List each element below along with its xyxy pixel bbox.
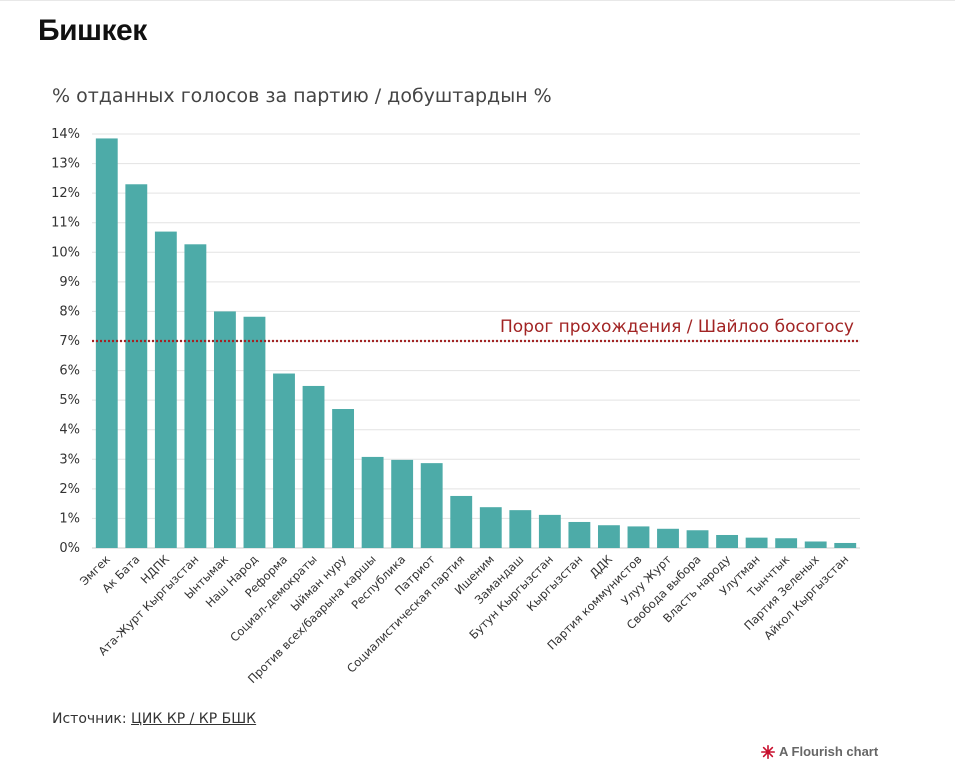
credit-text: A Flourish chart xyxy=(779,744,879,759)
bar[interactable] xyxy=(775,538,798,548)
source-link[interactable]: ЦИК КР / КР БШК xyxy=(131,711,257,727)
top-divider xyxy=(0,0,955,1)
bar[interactable] xyxy=(391,459,414,548)
bar[interactable] xyxy=(657,528,679,548)
bars xyxy=(95,138,857,549)
y-tick-label: 12% xyxy=(51,186,80,201)
y-tick-label: 13% xyxy=(51,157,80,172)
y-tick-label: 5% xyxy=(59,393,80,408)
y-tick-label: 7% xyxy=(59,334,80,349)
flourish-logo-icon xyxy=(761,744,775,759)
bar-chart: 0% 1% 2% 3% 4% 5% 6% 7% 8% 9% 10% 11% 12% 13% 14% Эмге… xyxy=(51,127,860,686)
bar[interactable] xyxy=(627,526,650,548)
y-tick-label: 9% xyxy=(59,275,80,290)
y-tick-label: 1% xyxy=(59,511,80,526)
y-tick-label: 4% xyxy=(59,423,80,438)
bar[interactable] xyxy=(716,534,739,548)
y-tick-label: 10% xyxy=(51,245,80,260)
bar[interactable] xyxy=(509,510,532,548)
bar[interactable] xyxy=(420,463,443,548)
bar[interactable] xyxy=(834,542,857,548)
bar[interactable] xyxy=(568,521,591,548)
y-tick-label: 11% xyxy=(51,216,80,231)
threshold-label: Порог прохождения / Шайлоо босогосу xyxy=(500,317,854,337)
source-note: Источник: ЦИК КР / КР БШК xyxy=(52,711,256,727)
flourish-credit[interactable]: A Flourish chart xyxy=(761,744,878,759)
bar[interactable] xyxy=(479,507,502,548)
bar[interactable] xyxy=(450,495,473,548)
y-axis-ticks: 0% 1% 2% 3% 4% 5% 6% 7% 8% 9% 10% 11% 12% 13% 14% xyxy=(51,127,80,556)
bar[interactable] xyxy=(243,316,266,548)
bar[interactable] xyxy=(332,409,355,548)
y-tick-label: 6% xyxy=(59,364,80,379)
bar[interactable] xyxy=(597,525,620,548)
bar[interactable] xyxy=(361,456,384,548)
y-tick-label: 2% xyxy=(59,482,80,497)
bar[interactable] xyxy=(213,311,236,548)
bar[interactable] xyxy=(804,541,827,548)
bar[interactable] xyxy=(302,385,325,548)
bar[interactable] xyxy=(538,514,561,548)
bar[interactable] xyxy=(686,530,709,548)
bar[interactable] xyxy=(154,231,177,549)
bar[interactable] xyxy=(125,184,148,548)
y-tick-label: 8% xyxy=(59,304,80,319)
y-tick-label: 0% xyxy=(59,541,80,556)
page-title: Бишкек xyxy=(38,14,147,47)
bar[interactable] xyxy=(95,138,118,548)
bar[interactable] xyxy=(745,537,768,548)
y-tick-label: 3% xyxy=(59,452,80,467)
y-tick-label: 14% xyxy=(51,127,80,142)
bar[interactable] xyxy=(273,373,295,548)
chart-subtitle: % отданных голосов за партию / добуштард… xyxy=(52,85,552,107)
source-label: Источник: xyxy=(52,711,127,727)
bar[interactable] xyxy=(184,244,207,548)
